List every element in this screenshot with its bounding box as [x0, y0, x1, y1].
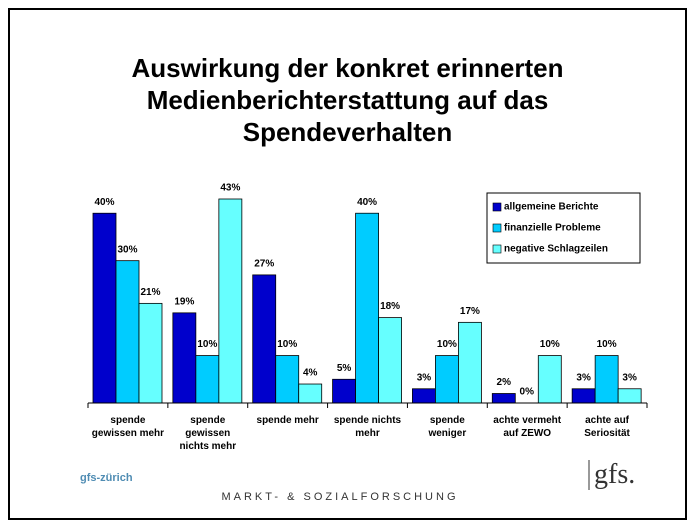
- bar: [571, 388, 596, 404]
- value-label: 17%: [460, 306, 480, 317]
- x-tick-label: achte vermeht auf ZEWO: [493, 415, 562, 439]
- bar: [172, 312, 197, 404]
- value-label: 21%: [140, 287, 160, 298]
- value-label: 40%: [94, 197, 114, 208]
- value-label: 3%: [417, 372, 432, 383]
- bar: [458, 321, 482, 404]
- legend-label: allgemeine Berichte: [504, 202, 599, 213]
- x-tick-label: spende weniger: [428, 415, 467, 439]
- legend-box: [486, 192, 641, 264]
- x-tick-label: spende mehr: [256, 415, 319, 426]
- slide: [8, 8, 687, 520]
- legend-swatch: [492, 202, 502, 212]
- value-label: 18%: [380, 301, 400, 312]
- value-label: 40%: [357, 197, 377, 208]
- bar: [298, 383, 323, 404]
- bar: [115, 260, 140, 404]
- bar: [92, 212, 117, 404]
- value-label: 5%: [337, 363, 352, 374]
- value-label: 10%: [597, 339, 617, 350]
- value-label: 3%: [576, 372, 591, 383]
- value-label: 3%: [622, 372, 637, 383]
- bar: [491, 393, 516, 404]
- value-label: 10%: [437, 339, 457, 350]
- organization: gfs-zürich: [80, 472, 133, 484]
- bar: [252, 274, 277, 404]
- x-tick-label: spende gewissen nichts mehr: [179, 415, 237, 452]
- tagline: MARKT- & SOZIALFORSCHUNG: [221, 491, 459, 503]
- bar: [435, 355, 459, 404]
- value-label: 10%: [540, 339, 560, 350]
- logo: gfs.: [588, 460, 635, 490]
- x-tick-label: spende nichts mehr: [333, 415, 402, 439]
- bar: [138, 302, 163, 404]
- value-label: 10%: [197, 339, 217, 350]
- value-label: 19%: [174, 297, 194, 308]
- bar: [275, 355, 300, 404]
- value-label: 27%: [254, 259, 274, 270]
- bar: [378, 317, 402, 404]
- bar: [537, 355, 562, 404]
- x-tick-label: spende gewissen mehr: [91, 415, 165, 439]
- value-label: 0%: [520, 387, 535, 398]
- bar: [617, 388, 642, 404]
- value-label: 43%: [220, 183, 240, 194]
- legend-label: negative Schlagzeilen: [504, 244, 608, 255]
- x-tick-label: achte auf Seriosität: [584, 415, 630, 439]
- bar: [594, 355, 619, 404]
- bar: [412, 388, 436, 404]
- value-label: 2%: [497, 377, 512, 388]
- value-label: 4%: [303, 368, 318, 379]
- bar: [195, 355, 220, 404]
- value-label: 10%: [277, 339, 297, 350]
- legend-swatch: [492, 244, 502, 254]
- bar: [218, 198, 243, 404]
- chart-title: Auswirkung der konkret erinnerten Medien…: [131, 53, 564, 147]
- legend-swatch: [492, 223, 502, 233]
- bar: [355, 212, 379, 404]
- bar: [332, 378, 356, 404]
- legend-label: finanzielle Probleme: [504, 223, 601, 234]
- value-label: 30%: [117, 244, 137, 255]
